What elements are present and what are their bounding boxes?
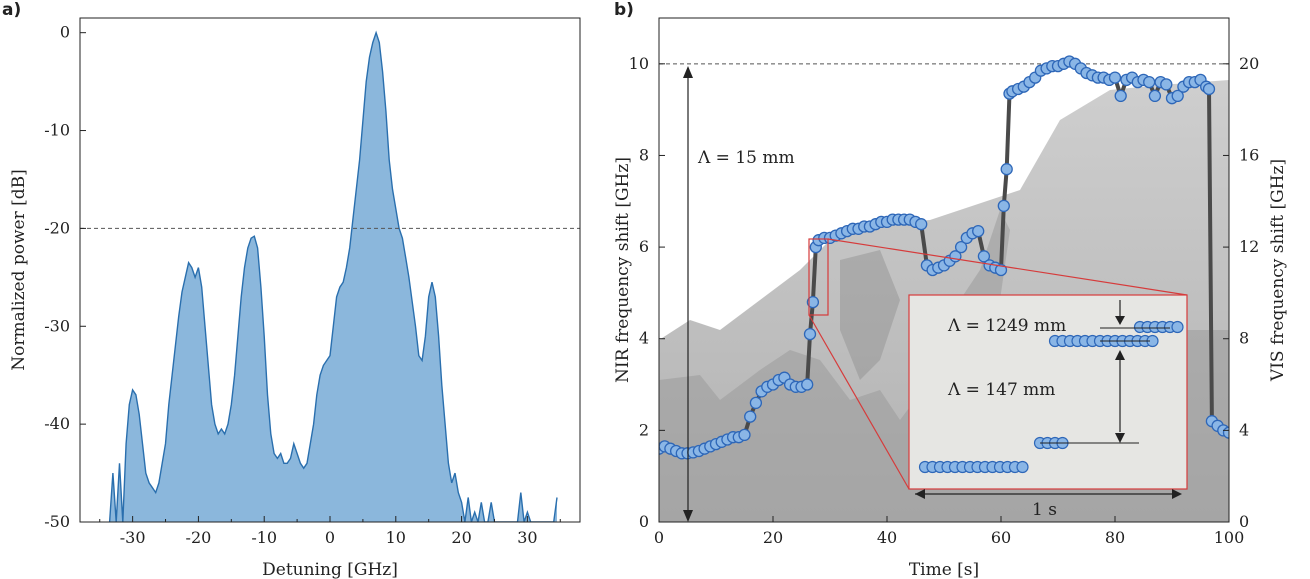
frequency-point <box>738 428 751 442</box>
x-axis-title-b: Time [s] <box>909 560 979 579</box>
frequency-point <box>749 396 763 410</box>
one-second-label: 1 s <box>1032 500 1057 520</box>
ticks-a: -30 -20 -10 0 10 20 30 0 -10 -20 -30 -40 -50 <box>44 23 561 547</box>
frequency-point <box>1160 78 1173 91</box>
frequency-point <box>801 378 814 391</box>
frequency-point <box>977 250 991 263</box>
spectrum-area <box>108 30 558 522</box>
y2-tick-label-b: 20 <box>1239 54 1259 73</box>
x-tick-label-a: 20 <box>451 528 471 547</box>
zoom-connector-top <box>827 238 1188 296</box>
lambda-15-label: Λ = 15 mm <box>697 148 795 168</box>
y2-axis-title-b: VIS frequency shift [GHz] <box>1268 159 1288 382</box>
x-axis-title-a: Detuning [GHz] <box>262 560 398 579</box>
frequency-point <box>915 218 928 231</box>
y-tick-label-a: 0 <box>60 23 70 42</box>
x-tick-label-a: 0 <box>325 528 335 547</box>
x-tick-label-a: 10 <box>386 528 406 547</box>
y-tick-label-b: 0 <box>639 512 649 531</box>
y2-tick-label-b: 8 <box>1239 329 1249 348</box>
spectrum-panel: -30 -20 -10 0 10 20 30 0 -10 -20 -30 -40 -50 Detunin… <box>9 17 581 579</box>
inset-point <box>1171 320 1184 334</box>
x-tick-label-b: 0 <box>654 528 664 547</box>
frequency-point <box>994 263 1008 277</box>
frequency-point <box>1000 163 1013 176</box>
y2-tick-label-b: 4 <box>1239 420 1249 439</box>
y-axis-title-b: NIR frequency shift [GHz] <box>613 157 633 383</box>
spectrum-fill <box>109 32 557 522</box>
frequency-point <box>972 224 985 238</box>
y-tick-label-b: 10 <box>629 54 649 73</box>
frequency-point <box>1202 82 1216 96</box>
lambda-15-arrow <box>683 66 693 522</box>
frequency-point <box>1114 89 1127 103</box>
frequency-point <box>997 199 1010 213</box>
frequency-series <box>659 55 1229 460</box>
y-tick-label-b: 8 <box>639 145 649 164</box>
lambda-1249-label: Λ = 1249 mm <box>947 316 1066 336</box>
panel-b-label: b) <box>614 0 634 20</box>
panel-a-label: a) <box>2 0 21 20</box>
x-tick-label-a: -10 <box>251 528 277 547</box>
zoom-connector-bottom <box>808 314 910 490</box>
x-tick-label-a: -20 <box>186 528 212 547</box>
inset-panel: Λ = 1249 mm Λ = 147 mm 1 s <box>908 294 1188 520</box>
frequency-point <box>1143 75 1156 89</box>
x-tick-label-b: 80 <box>1105 528 1125 547</box>
x-tick-label-b: 20 <box>763 528 783 547</box>
zoom-source-box <box>808 238 829 316</box>
frequency-point <box>1171 89 1184 103</box>
lambda-147-label: Λ = 147 mm <box>947 380 1055 400</box>
frequency-point <box>806 295 820 309</box>
x-tick-label-b: 100 <box>1214 528 1245 547</box>
x-tick-label-b: 40 <box>877 528 897 547</box>
y2-tick-label-b: 16 <box>1239 145 1259 164</box>
y2-tick-label-b: 0 <box>1239 512 1249 531</box>
plot-frame-b <box>658 17 1230 523</box>
frequency-point <box>1148 89 1162 103</box>
frequency-point <box>803 327 817 341</box>
y2-tick-label-b: 12 <box>1239 237 1259 256</box>
y-tick-label-a: -30 <box>44 316 70 335</box>
y-tick-label-b: 6 <box>639 237 649 256</box>
y-tick-label-a: -40 <box>44 414 70 433</box>
y-tick-label-b: 4 <box>639 329 649 348</box>
frequency-point <box>1108 71 1122 84</box>
inset-points <box>918 320 1184 474</box>
x-tick-label-a: -30 <box>120 528 146 547</box>
frequency-panel: Λ = 1249 mm Λ = 147 mm 1 s Λ = 15 mm 0 20… <box>613 17 1288 579</box>
x-tick-label-b: 60 <box>991 528 1011 547</box>
frequency-point <box>954 240 968 254</box>
y-tick-label-a: -10 <box>44 121 70 140</box>
y-tick-label-a: -50 <box>44 512 70 531</box>
y-tick-label-a: -20 <box>44 218 70 237</box>
y-tick-label-b: 2 <box>639 420 649 439</box>
spectrum-line <box>108 30 558 522</box>
y-axis-title-a: Normalized power [dB] <box>9 169 29 371</box>
x-tick-label-a: 30 <box>517 528 537 547</box>
inset-point <box>1016 460 1029 474</box>
frequency-point <box>744 410 757 423</box>
